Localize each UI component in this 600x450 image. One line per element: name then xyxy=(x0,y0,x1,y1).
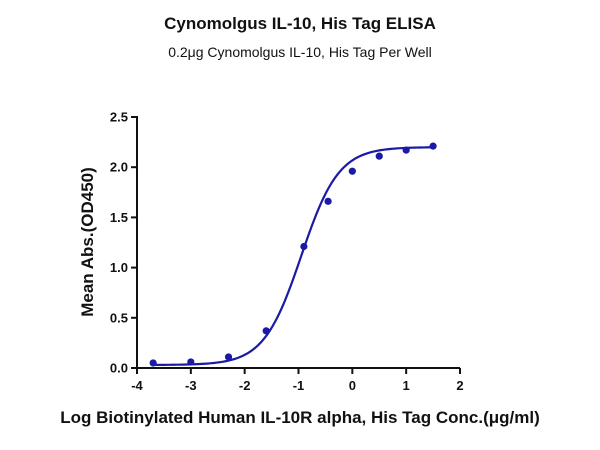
fit-curve-layer xyxy=(153,146,434,367)
data-point xyxy=(224,353,233,361)
x-tick-label: 0 xyxy=(349,378,356,393)
y-tick-label: 0.0 xyxy=(110,361,128,376)
data-point xyxy=(348,167,356,175)
y-tick-label: 0.5 xyxy=(110,310,128,325)
x-axis-label: Log Biotinylated Human IL-10R alpha, His… xyxy=(60,408,540,427)
data-point xyxy=(429,142,437,150)
x-tick-label: -4 xyxy=(131,378,143,393)
x-tick-label: -1 xyxy=(293,378,305,393)
x-tick-label: 2 xyxy=(456,378,463,393)
data-point xyxy=(324,197,332,205)
x-tick-label: -2 xyxy=(239,378,251,393)
y-tick-label: 2.5 xyxy=(110,110,128,125)
y-tick-label: 1.5 xyxy=(110,210,128,225)
fit-curve xyxy=(153,146,434,367)
data-point xyxy=(262,327,270,335)
chart-subtitle: 0.2μg Cynomolgus IL-10, His Tag Per Well xyxy=(168,44,432,60)
data-point xyxy=(187,358,195,366)
chart-title: Cynomolgus IL-10, His Tag ELISA xyxy=(164,14,436,33)
x-tick-label: -3 xyxy=(185,378,197,393)
axes: 0.0 0.5 1.0 1.5 2.0 2.5 -4 -3 -2 -1 0 1 2 xyxy=(110,110,464,394)
data-point xyxy=(149,359,157,367)
x-tick-label: 1 xyxy=(403,378,410,393)
data-point xyxy=(300,242,308,251)
data-points-layer xyxy=(149,142,437,367)
data-point xyxy=(402,146,410,154)
data-point xyxy=(375,152,383,160)
y-tick-label: 1.0 xyxy=(110,260,128,275)
y-tick-label: 2.0 xyxy=(110,160,128,175)
